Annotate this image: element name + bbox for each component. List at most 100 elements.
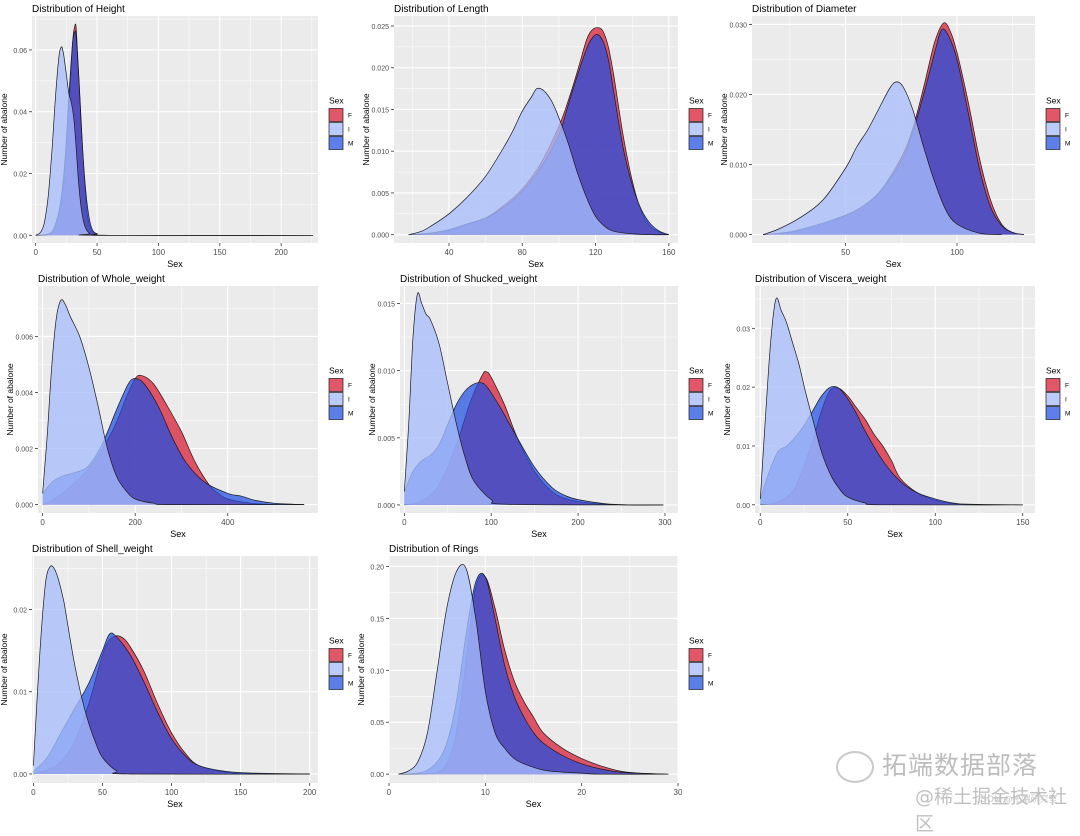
- y-axis-label: Number of abalone: [0, 93, 9, 166]
- legend-key-m: [688, 676, 704, 690]
- y-tick-label: 0.00: [370, 772, 384, 779]
- legend-label: M: [708, 141, 713, 148]
- legend-key-m: [328, 136, 344, 150]
- y-axis-label: Number of abalone: [5, 363, 15, 436]
- x-tick-label: 50: [843, 518, 852, 527]
- x-axis-label: Sex: [167, 259, 183, 269]
- y-axis-label: Number of abalone: [356, 633, 366, 706]
- legend-label: F: [348, 383, 352, 390]
- x-tick-label: 120: [589, 248, 603, 257]
- legend-key-f: [328, 378, 344, 392]
- legend-key-m: [688, 136, 704, 150]
- legend-title: Sex: [1046, 366, 1061, 376]
- legend-label: I: [348, 667, 350, 674]
- legend-label: F: [708, 383, 712, 390]
- legend-key-f: [1045, 378, 1061, 392]
- legend-title: Sex: [689, 96, 704, 106]
- x-tick-label: 150: [234, 788, 248, 797]
- x-tick-label: 100: [950, 248, 964, 257]
- wechat-logo-icon: [836, 751, 874, 783]
- legend-key-i: [1045, 122, 1061, 136]
- y-axis-label: Number of abalone: [0, 633, 9, 706]
- y-tick-label: 0.010: [371, 149, 389, 156]
- y-tick-label: 0.06: [13, 48, 27, 55]
- density-panel: 50 100 0.000 0.010 0.020 0.030 Distribution of…: [719, 4, 1070, 269]
- y-tick-label: 0.020: [371, 66, 389, 73]
- legend-key-i: [1045, 392, 1061, 406]
- legend-label: M: [708, 681, 713, 688]
- watermark-site: @稀土掘金技术社区: [915, 786, 1068, 835]
- legend-label: F: [708, 113, 712, 120]
- density-outline-i: [398, 563, 669, 775]
- legend-title: Sex: [689, 366, 704, 376]
- x-axis-label: Sex: [526, 799, 542, 809]
- legend-key-m: [1045, 136, 1061, 150]
- x-tick-label: 400: [221, 518, 235, 527]
- legend-title: Sex: [689, 636, 704, 646]
- legend-title: Sex: [329, 96, 344, 106]
- y-tick-label: 0.000: [371, 233, 389, 240]
- y-tick-label: 0.00: [13, 233, 27, 240]
- chart-title: Distribution of Shucked_weight: [400, 274, 538, 285]
- x-tick-label: 0: [31, 788, 36, 797]
- y-tick-label: 0.02: [736, 385, 750, 392]
- y-axis-label: Number of abalone: [367, 363, 377, 436]
- y-tick-label: 0.002: [15, 447, 33, 454]
- y-axis-label: Number of abalone: [722, 363, 732, 436]
- legend-label: I: [708, 397, 710, 404]
- density-outline-i: [762, 81, 1002, 235]
- density-area-m: [33, 632, 310, 774]
- density-outline-i: [408, 87, 669, 236]
- chart-title: Distribution of Length: [394, 4, 489, 15]
- legend-key-m: [688, 406, 704, 420]
- y-tick-label: 0.000: [377, 503, 395, 510]
- chart-title: Distribution of Diameter: [752, 4, 857, 15]
- y-tick-label: 0.030: [729, 22, 747, 29]
- legend-label: I: [1065, 397, 1067, 404]
- chart-title: Distribution of Viscera_weight: [755, 274, 887, 285]
- x-tick-label: 20: [577, 788, 586, 797]
- legend-title: Sex: [329, 636, 344, 646]
- legend-label: M: [708, 411, 713, 418]
- x-tick-label: 0: [40, 518, 45, 527]
- legend-key-f: [328, 108, 344, 122]
- legend-key-f: [688, 108, 704, 122]
- y-tick-label: 0.025: [371, 24, 389, 31]
- watermark-brand-text: 拓端数据部落: [882, 751, 1039, 780]
- y-tick-label: 0.00: [13, 772, 27, 779]
- legend-key-f: [688, 648, 704, 662]
- density-outline-i: [35, 46, 314, 236]
- legend-key-i: [688, 662, 704, 676]
- y-tick-label: 0.010: [729, 163, 747, 170]
- y-tick-label: 0.20: [370, 564, 384, 571]
- legend-label: M: [348, 411, 353, 418]
- legend-key-m: [328, 406, 344, 420]
- density-panel: 0 200 400 0.000 0.002 0.004 0.006 Distribution …: [5, 274, 353, 539]
- x-tick-label: 0: [33, 248, 38, 257]
- legend-label: I: [708, 127, 710, 134]
- legend-label: I: [348, 127, 350, 134]
- y-tick-label: 0.004: [15, 390, 33, 397]
- legend-label: M: [348, 141, 353, 148]
- legend-key-m: [1045, 406, 1061, 420]
- chart-title: Distribution of Rings: [389, 544, 478, 555]
- y-tick-label: 0.02: [13, 172, 27, 179]
- chart-title: Distribution of Height: [32, 4, 125, 15]
- legend-label: I: [1065, 127, 1067, 134]
- x-tick-label: 160: [662, 248, 676, 257]
- legend-key-f: [328, 648, 344, 662]
- x-tick-label: 200: [274, 248, 288, 257]
- watermark-small: CSDN @拓端研究室: [975, 795, 1058, 805]
- legend-key-f: [688, 378, 704, 392]
- x-tick-label: 200: [129, 518, 143, 527]
- density-outline-i: [403, 292, 664, 506]
- y-tick-label: 0.00: [736, 503, 750, 510]
- y-axis-label: Number of abalone: [719, 93, 729, 166]
- x-tick-label: 150: [1016, 518, 1030, 527]
- density-panel: 0 10 20 30 0.00 0.05 0.10 0.15 0.20 Distribution …: [356, 544, 713, 809]
- y-tick-label: 0.15: [370, 616, 384, 623]
- watermark-brand: 拓端数据部落: [836, 746, 1038, 783]
- density-outline-i: [759, 297, 1023, 506]
- x-axis-label: Sex: [528, 259, 544, 269]
- legend-key-i: [328, 392, 344, 406]
